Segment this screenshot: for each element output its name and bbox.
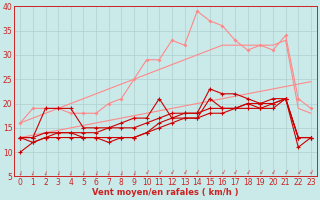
Text: ↓: ↓ bbox=[206, 170, 213, 176]
Text: ↓: ↓ bbox=[270, 170, 276, 176]
Text: ↓: ↓ bbox=[181, 170, 188, 176]
Text: ↓: ↓ bbox=[169, 170, 175, 176]
Text: ↓: ↓ bbox=[55, 171, 61, 176]
Text: ↓: ↓ bbox=[156, 170, 163, 176]
Text: ↓: ↓ bbox=[295, 170, 301, 176]
Text: ↓: ↓ bbox=[68, 171, 74, 176]
Text: ↓: ↓ bbox=[18, 171, 23, 176]
Text: ↓: ↓ bbox=[282, 170, 289, 176]
Text: ↓: ↓ bbox=[43, 171, 48, 176]
Text: ↓: ↓ bbox=[244, 170, 251, 176]
Text: ↓: ↓ bbox=[93, 171, 99, 176]
Text: ↓: ↓ bbox=[81, 171, 86, 176]
X-axis label: Vent moyen/en rafales ( km/h ): Vent moyen/en rafales ( km/h ) bbox=[92, 188, 239, 197]
Text: ↓: ↓ bbox=[219, 170, 226, 176]
Text: ↓: ↓ bbox=[106, 171, 111, 176]
Text: ↓: ↓ bbox=[131, 171, 137, 176]
Text: ↓: ↓ bbox=[143, 170, 150, 176]
Text: ↓: ↓ bbox=[232, 170, 238, 176]
Text: ↓: ↓ bbox=[257, 170, 264, 176]
Text: ↓: ↓ bbox=[30, 171, 36, 176]
Text: ↓: ↓ bbox=[119, 171, 124, 176]
Text: ↓: ↓ bbox=[308, 170, 314, 176]
Text: ↓: ↓ bbox=[194, 170, 200, 176]
